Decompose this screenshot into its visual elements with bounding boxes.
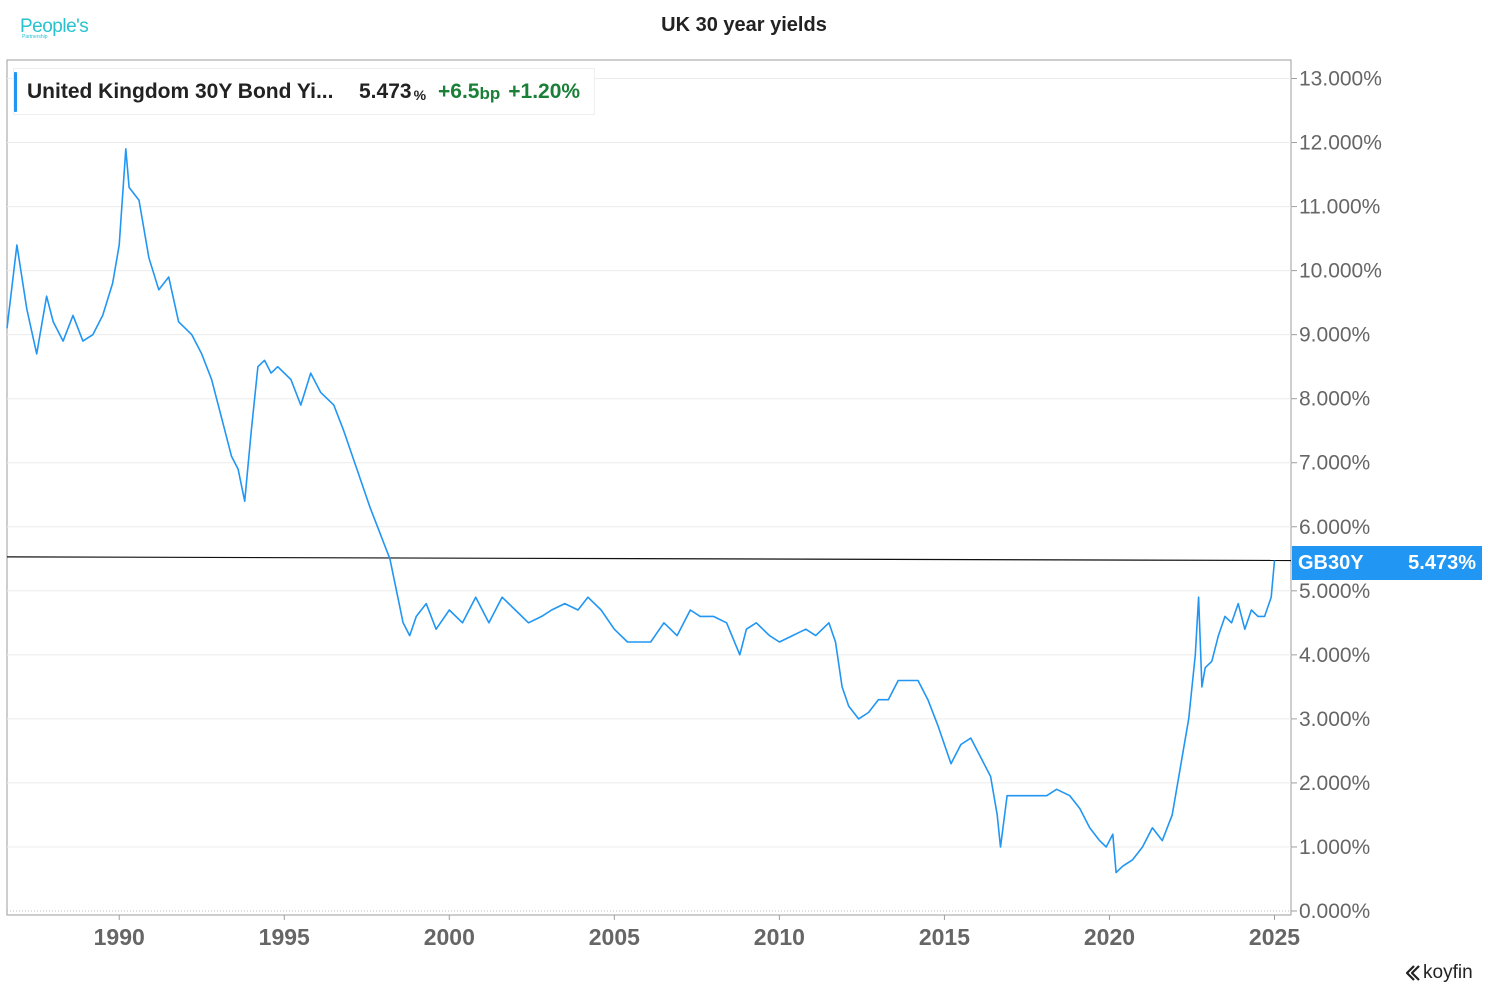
y-tick-label: 7.000% bbox=[1299, 452, 1370, 475]
y-tick-label: 6.000% bbox=[1299, 516, 1370, 539]
y-tick-label: 0.000% bbox=[1299, 900, 1370, 923]
logo-subtext: Partnership bbox=[22, 34, 48, 40]
x-tick-label: 2015 bbox=[919, 924, 970, 950]
legend-last-unit: % bbox=[413, 86, 427, 103]
series-legend[interactable]: United Kingdom 30Y Bond Yi... 5.473 % +6… bbox=[13, 68, 595, 115]
price-tag-ticker: GB30Y bbox=[1298, 551, 1364, 574]
y-tick-label: 13.000% bbox=[1299, 68, 1382, 91]
y-tick-label: 11.000% bbox=[1299, 196, 1380, 219]
y-tick-label: 8.000% bbox=[1299, 388, 1370, 411]
price-tag-value: 5.473% bbox=[1408, 551, 1476, 574]
legend-color-marker bbox=[14, 71, 17, 112]
koyfin-logo-icon bbox=[1405, 965, 1420, 981]
y-tick-label: 9.000% bbox=[1299, 324, 1370, 347]
legend-series-name: United Kingdom 30Y Bond Yi... bbox=[27, 79, 334, 103]
logo-text: People's bbox=[20, 16, 89, 37]
x-tick-label: 1990 bbox=[94, 924, 145, 950]
last-value-reference-line bbox=[6, 556, 1292, 562]
x-tick-label: 1995 bbox=[259, 924, 310, 950]
chart-title: UK 30 year yields bbox=[661, 14, 827, 36]
y-tick-label: 10.000% bbox=[1299, 260, 1382, 283]
y-tick-label: 5.000% bbox=[1299, 580, 1370, 603]
y-tick-label: 1.000% bbox=[1299, 836, 1370, 859]
y-tick-label: 2.000% bbox=[1299, 772, 1370, 795]
x-tick-label: 2000 bbox=[424, 924, 475, 950]
legend-last-value: 5.473 bbox=[359, 79, 412, 103]
x-tick-label: 2020 bbox=[1084, 924, 1135, 950]
yield-series-line bbox=[6, 148, 1276, 874]
legend-change-pct: +1.20% bbox=[508, 79, 581, 103]
legend-change-unit: bp bbox=[479, 83, 501, 103]
x-tick-label: 2005 bbox=[589, 924, 640, 950]
y-tick-label: 12.000% bbox=[1299, 132, 1382, 155]
koyfin-watermark: koyfin bbox=[1405, 962, 1473, 984]
koyfin-wordmark: koyfin bbox=[1423, 962, 1473, 983]
x-tick-label: 2010 bbox=[754, 924, 805, 950]
last-price-tag: GB30Y 5.473% bbox=[1292, 546, 1482, 580]
legend-change-bp: +6.5 bbox=[438, 79, 480, 103]
plot-frame bbox=[6, 59, 1292, 916]
y-tick-label: 3.000% bbox=[1299, 708, 1370, 731]
x-tick-label: 2025 bbox=[1249, 924, 1300, 950]
brand-logo: People's Partnership bbox=[20, 16, 92, 44]
y-tick-label: 4.000% bbox=[1299, 644, 1370, 667]
